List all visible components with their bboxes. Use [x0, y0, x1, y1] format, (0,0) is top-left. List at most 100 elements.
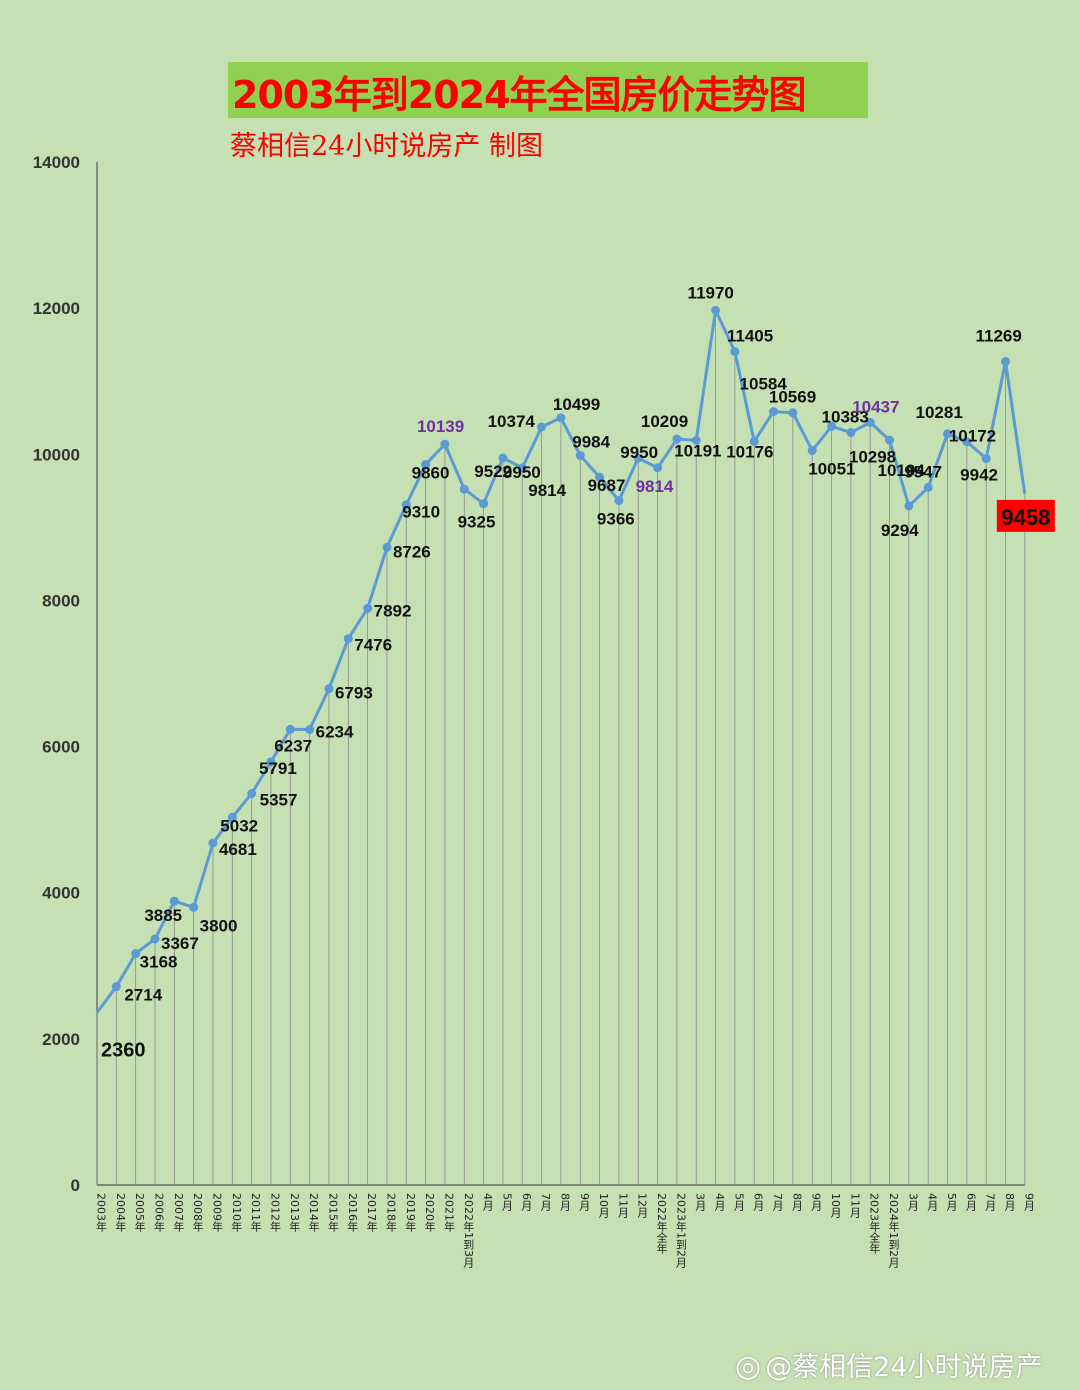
data-label: 10281 — [916, 403, 963, 422]
data-point — [711, 305, 721, 315]
data-point — [285, 724, 295, 734]
data-point — [150, 934, 160, 944]
data-point — [633, 453, 643, 463]
y-tick-label: 6000 — [42, 738, 80, 757]
data-label: 9860 — [412, 464, 450, 483]
x-tick-label: 2009年 — [210, 1193, 223, 1232]
x-tick-label: 12月 — [636, 1193, 649, 1218]
data-label: 9294 — [881, 521, 919, 540]
data-label: 8726 — [393, 542, 431, 561]
x-tick-label: 8月 — [1003, 1193, 1016, 1211]
x-tick-label: 6月 — [752, 1193, 765, 1211]
data-label: 10172 — [949, 427, 996, 446]
x-tick-label: 2018年 — [384, 1193, 397, 1232]
x-tick-label: 5月 — [945, 1193, 958, 1211]
data-label: 6793 — [335, 684, 373, 703]
data-point — [401, 500, 411, 510]
y-tick-label: 14000 — [33, 153, 80, 172]
data-point — [459, 484, 469, 494]
last-value-box — [996, 499, 1055, 532]
data-label: 11269 — [976, 327, 1022, 346]
data-label: 10437 — [852, 397, 899, 416]
data-point — [247, 789, 257, 799]
x-tick-label: 2016年 — [346, 1193, 359, 1232]
data-label: 6237 — [274, 736, 312, 755]
x-tick-label: 2005年 — [133, 1193, 146, 1232]
data-point — [865, 417, 875, 427]
data-label: 10374 — [488, 412, 536, 431]
y-tick-label: 8000 — [42, 591, 80, 610]
data-point — [575, 450, 585, 460]
data-point — [749, 436, 759, 446]
data-point — [962, 437, 972, 447]
x-tick-label: 5月 — [500, 1193, 513, 1211]
data-label: 10569 — [769, 388, 816, 407]
x-tick-label: 8月 — [790, 1193, 803, 1211]
x-tick-label: 2024年1到2月 — [887, 1193, 900, 1268]
x-tick-label: 2006年 — [152, 1193, 165, 1232]
data-point — [904, 501, 914, 511]
data-label: 9984 — [572, 432, 610, 451]
data-point — [653, 463, 663, 473]
data-point — [363, 603, 373, 613]
y-tick-label: 2000 — [42, 1030, 80, 1049]
data-label: 10194 — [878, 461, 926, 480]
x-tick-label: 9月 — [578, 1193, 591, 1211]
data-point — [981, 454, 991, 464]
data-label: 11970 — [688, 283, 734, 302]
data-label: 9366 — [597, 510, 635, 529]
x-tick-label: 2007年 — [172, 1193, 185, 1232]
data-point — [923, 482, 933, 492]
x-tick-label: 2010年 — [230, 1193, 243, 1232]
y-tick-label: 0 — [71, 1176, 80, 1195]
x-tick-label: 2023年全年 — [868, 1193, 881, 1254]
data-label: 6234 — [316, 722, 354, 741]
y-tick-label: 12000 — [33, 299, 80, 318]
x-tick-label: 9月 — [1022, 1193, 1035, 1211]
x-tick-label: 5月 — [732, 1193, 745, 1211]
weibo-logo-icon: ◎ — [735, 1349, 762, 1384]
data-label: 5357 — [260, 791, 298, 810]
data-point — [769, 407, 779, 417]
data-point — [208, 838, 218, 848]
data-point — [1001, 357, 1011, 367]
x-tick-label: 2011年 — [249, 1193, 262, 1232]
x-tick-label: 2023年1到2月 — [674, 1193, 687, 1268]
data-label: 10499 — [553, 395, 600, 414]
data-label: 9687 — [588, 476, 626, 495]
last-value-label: 9458 — [1001, 505, 1050, 530]
data-point — [131, 949, 141, 959]
data-point — [324, 684, 334, 694]
data-point — [517, 463, 527, 473]
x-tick-label: 2013年 — [288, 1193, 301, 1232]
data-label: 2360 — [101, 1040, 146, 1062]
x-tick-label: 10月 — [829, 1193, 842, 1218]
x-tick-label: 2020年 — [423, 1193, 436, 1232]
x-tick-label: 2014年 — [307, 1193, 320, 1232]
data-point — [169, 896, 179, 906]
data-point — [943, 429, 953, 439]
data-label: 5032 — [220, 816, 258, 835]
x-tick-label: 3月 — [694, 1193, 707, 1211]
x-tick-label: 2017年 — [365, 1193, 378, 1232]
x-tick-label: 7月 — [984, 1193, 997, 1211]
data-label: 10191 — [674, 441, 721, 460]
watermark-text: @蔡相信24小时说房产 — [765, 1352, 1043, 1383]
data-point — [440, 439, 450, 449]
data-point — [479, 499, 489, 509]
data-label: 7476 — [354, 636, 392, 655]
x-tick-label: 4月 — [713, 1193, 726, 1211]
data-label: 9325 — [458, 513, 496, 532]
data-label: 9950 — [620, 443, 658, 462]
data-point — [885, 435, 895, 445]
data-point — [807, 446, 817, 456]
data-point — [595, 472, 605, 482]
data-point — [788, 408, 798, 418]
x-tick-label: 2015年 — [326, 1193, 339, 1232]
data-label: 9942 — [960, 466, 998, 485]
y-tick-label: 4000 — [42, 884, 80, 903]
x-tick-label: 2012年 — [268, 1193, 281, 1232]
data-label: 5791 — [259, 759, 297, 778]
data-point — [672, 434, 682, 444]
x-tick-label: 2022年1到3月 — [462, 1193, 475, 1268]
